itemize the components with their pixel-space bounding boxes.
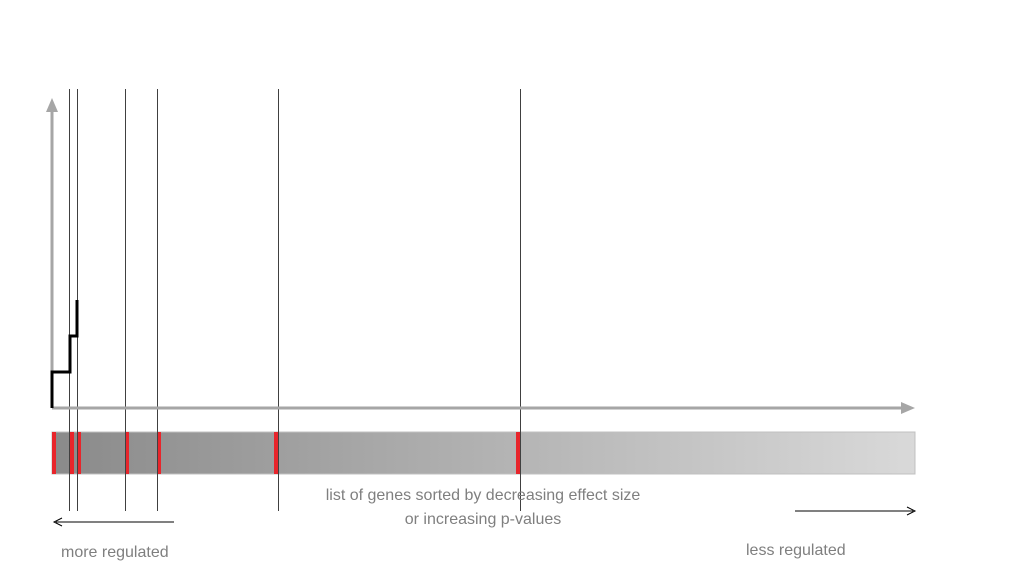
hit-marker [125, 432, 129, 474]
axes [46, 98, 915, 414]
x-axis-arrowhead [901, 402, 915, 414]
hit-marker [52, 432, 56, 474]
right-arrowhead [906, 506, 917, 516]
hit-marker [157, 432, 161, 474]
hit-markers [52, 432, 520, 474]
more-regulated-label: more regulated [61, 544, 169, 561]
running-sum-step-curve [50, 300, 79, 408]
hit-marker [274, 432, 278, 474]
left-arrowhead [52, 517, 63, 527]
hit-marker [70, 432, 74, 474]
guide-lines [69, 89, 521, 511]
y-axis-arrowhead [46, 98, 58, 112]
hit-marker [516, 432, 520, 474]
caption-line-2: or increasing p-values [404, 511, 562, 528]
hit-marker [77, 432, 81, 474]
less-regulated-label: less regulated [746, 542, 846, 559]
ranked-gene-bar [51, 431, 916, 475]
direction-arrows [52, 506, 917, 527]
caption-line-1: list of genes sorted by decreasing effec… [325, 487, 641, 504]
